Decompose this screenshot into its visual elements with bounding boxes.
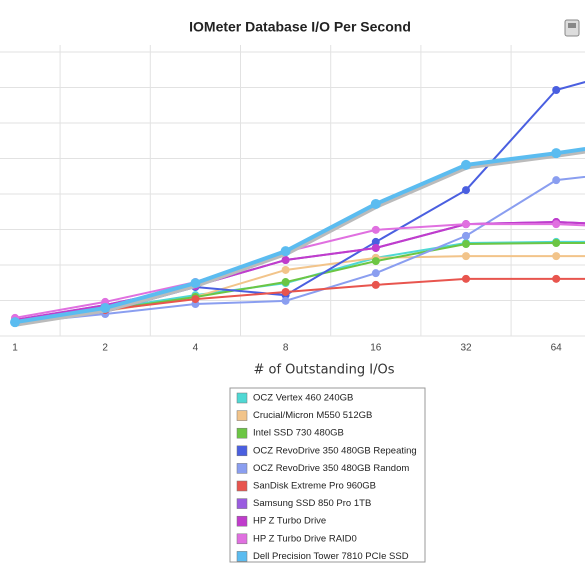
x-tick-label: 1 [12, 343, 18, 354]
legend-swatch [236, 533, 248, 545]
legend-swatch [236, 463, 248, 474]
point [281, 265, 290, 274]
point [552, 85, 561, 94]
legend-swatch [236, 551, 248, 562]
series-line [14, 146, 585, 325]
point [371, 269, 380, 278]
point [10, 317, 20, 328]
legend-swatch [236, 515, 248, 527]
point [551, 148, 562, 159]
point [191, 295, 200, 304]
legend-swatch [236, 392, 248, 404]
legend-label: Samsung SSD 850 Pro 1TB [253, 498, 371, 509]
x-tick-label: 64 [551, 343, 563, 354]
x-tick-label: 2 [102, 343, 108, 354]
point [371, 243, 380, 252]
x-axis-title: # of Outstanding I/Os [253, 363, 394, 378]
legend-swatch [236, 480, 248, 492]
x-tick-label: 8 [283, 343, 289, 354]
point [281, 256, 290, 265]
legend-swatch [236, 427, 248, 439]
x-tick-label: 4 [193, 343, 199, 354]
point [371, 257, 380, 266]
legend-box [229, 387, 426, 563]
legend-swatch [236, 498, 248, 509]
point [100, 302, 111, 313]
point [552, 252, 561, 261]
chart-title: IOMeter Database I/O Per Second [189, 19, 411, 35]
legend-label: HP Z Turbo Drive RAID0 [253, 533, 357, 544]
point [552, 274, 561, 283]
point [552, 176, 561, 185]
point [462, 186, 470, 195]
x-tick-label: 32 [460, 343, 472, 354]
series-line [14, 175, 585, 324]
x-tick-label: 16 [370, 343, 382, 354]
legend-swatch [236, 445, 248, 457]
legend-label: SanDisk Extreme Pro 960GB [253, 481, 376, 492]
point [281, 296, 290, 305]
point [371, 237, 380, 246]
legend-label: Crucial/Micron M550 512GB [253, 410, 372, 421]
point [370, 198, 381, 209]
point [371, 225, 380, 234]
legend-label: HP Z Turbo Drive [253, 516, 326, 527]
point [462, 252, 470, 261]
point [281, 278, 290, 287]
point [461, 159, 471, 170]
point [552, 238, 561, 247]
icon [564, 19, 580, 37]
legend-label: OCZ RevoDrive 350 480GB Repeating [253, 445, 417, 456]
point [462, 231, 470, 240]
point [280, 246, 291, 257]
point [190, 278, 201, 289]
point [462, 220, 470, 229]
legend-label: Dell Precision Tower 7810 PCIe SSD [253, 551, 409, 562]
point [462, 274, 470, 283]
point [371, 280, 380, 289]
point [462, 240, 470, 249]
legend-label: OCZ Vertex 460 240GB [253, 393, 353, 404]
legend-label: OCZ RevoDrive 350 480GB Random [253, 463, 409, 474]
legend-label: Intel SSD 730 480GB [253, 428, 344, 439]
point [552, 220, 561, 229]
legend-swatch [236, 410, 248, 421]
series-line [14, 223, 585, 319]
point [281, 287, 290, 296]
